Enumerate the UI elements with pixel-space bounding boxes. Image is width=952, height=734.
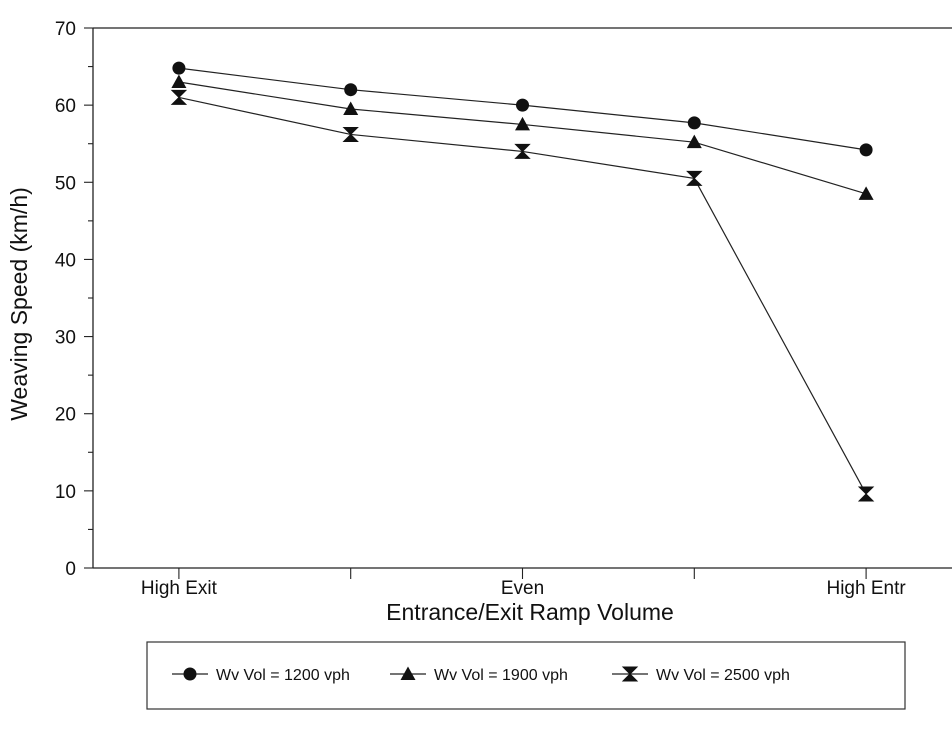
data-point [686, 134, 702, 149]
legend-entry-3: Wv Vol = 2500 vph [612, 666, 790, 684]
series-1 [172, 61, 873, 157]
x-axis: High Exit Even High Entr [141, 568, 906, 599]
data-point [342, 126, 359, 142]
y-tick-label: 70 [55, 19, 76, 40]
data-point [514, 143, 531, 159]
x-axis-title: Entrance/Exit Ramp Volume [386, 599, 674, 625]
y-tick-label: 30 [55, 328, 76, 349]
legend-marker [183, 667, 197, 681]
series-layer [170, 61, 875, 502]
y-tick-label: 40 [55, 250, 76, 271]
data-point [344, 83, 358, 97]
data-point [857, 486, 875, 502]
legend-entry-1: Wv Vol = 1200 vph [172, 667, 350, 684]
legend-entry-2: Wv Vol = 1900 vph [390, 666, 568, 684]
y-tick-label: 0 [65, 559, 76, 580]
x-tick-label: High Exit [141, 578, 218, 599]
legend: Wv Vol = 1200 vph Wv Vol = 1900 vph Wv Vol… [146, 641, 906, 710]
y-tick-label: 60 [55, 96, 76, 117]
data-point [172, 61, 186, 75]
legend-label: Wv Vol = 1900 vph [434, 667, 568, 684]
legend-box [146, 641, 906, 710]
y-tick-label: 10 [55, 482, 76, 503]
data-point [516, 98, 529, 112]
data-point [686, 170, 703, 186]
data-point [170, 89, 188, 105]
legend-label: Wv Vol = 2500 vph [656, 667, 790, 684]
x-tick-label: Even [501, 578, 544, 599]
data-point [515, 116, 530, 131]
series-3 [170, 89, 875, 502]
y-axis: 0 10 20 30 40 50 60 70 [55, 19, 93, 580]
y-axis-title: Weaving Speed (km/h) [6, 187, 32, 421]
data-point [858, 186, 874, 200]
y-tick-label: 20 [55, 405, 76, 426]
y-tick-label: 50 [55, 173, 76, 194]
series-2 [171, 74, 874, 200]
data-point [859, 143, 873, 157]
data-point [687, 116, 701, 130]
x-tick-label: High Entr [826, 578, 906, 599]
legend-marker [621, 666, 639, 682]
legend-label: Wv Vol = 1200 vph [216, 667, 350, 684]
data-point [343, 101, 359, 115]
data-point [171, 74, 187, 88]
legend-marker [400, 666, 416, 680]
